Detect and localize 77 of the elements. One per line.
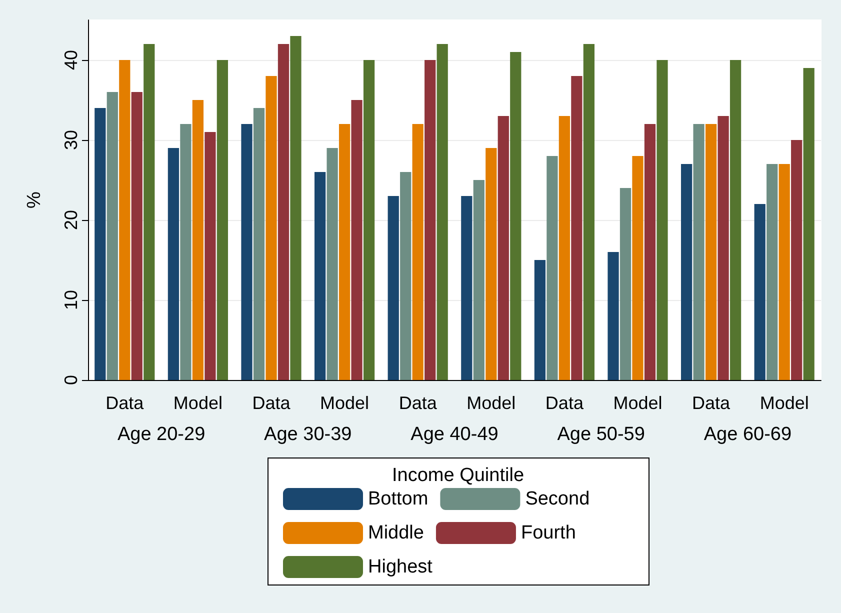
bar [338,124,350,380]
y-tick-label: 30 [61,130,81,150]
y-tick-label: 0 [61,374,81,386]
text: Age 40-49 [410,424,498,445]
bar [168,148,180,380]
legend-label: Second [525,488,590,510]
bar [473,180,484,380]
text: Age 30-39 [264,424,352,445]
bar [546,156,558,380]
bar [290,36,302,380]
bar [571,76,582,380]
bar [253,108,265,380]
x-tick-label: Data [252,393,292,413]
bar [119,60,130,380]
bar [644,124,656,380]
x-tick-label: Model [173,393,222,413]
bar [461,196,472,380]
y-tick-label: 20 [61,210,81,230]
bar [326,148,338,380]
y-tick-label: 10 [61,290,81,310]
bar [241,124,252,380]
bar [791,140,802,380]
bar [680,164,692,380]
text: Age 60-69 [704,424,792,445]
bar [144,44,155,380]
bar [106,92,118,380]
bar [766,164,778,380]
bar [718,116,729,380]
x-tick-label: Model [760,393,809,413]
bar [510,52,522,380]
bar [278,44,290,380]
bar [778,164,790,380]
x-tick-label: Model [320,393,370,413]
bar [351,100,362,380]
bar [314,172,326,380]
y-axis-title: % [24,191,45,208]
bar [705,124,717,380]
bar [608,252,619,380]
legend-label: Highest [368,556,434,578]
bar [266,76,277,380]
bar [558,116,570,380]
x-tick-label: Data [106,393,145,413]
x-tick-label: Data [692,393,732,413]
bar [192,100,204,380]
bar [803,68,814,380]
bar [400,172,412,380]
bar [216,60,228,380]
bar [363,60,375,380]
bar [436,44,448,380]
bar [412,124,424,380]
bar [730,60,742,380]
text: Age 50-59 [557,424,645,445]
text: Age 20-29 [117,424,206,445]
legend-title: Income Quintile [392,465,524,486]
bar [754,204,766,380]
bar [534,260,546,380]
legend-label: Bottom [368,488,428,510]
x-tick-label: Model [466,393,516,413]
bar [388,196,399,380]
bar [583,44,595,380]
bar [498,116,509,380]
x-tick-label: Data [545,393,584,413]
bar [486,148,497,380]
legend-label: Middle [368,522,424,544]
bar [424,60,436,380]
x-tick-label: Model [613,393,662,413]
bar [693,124,704,380]
bar [131,92,142,380]
bar [204,132,216,380]
x-tick-label: Data [398,393,438,413]
legend-label: Fourth [520,522,576,544]
bar [180,124,192,380]
bar [94,108,106,380]
y-tick-label: 40 [61,50,81,70]
bar [620,188,632,380]
bar [656,60,668,380]
bar [632,156,644,380]
